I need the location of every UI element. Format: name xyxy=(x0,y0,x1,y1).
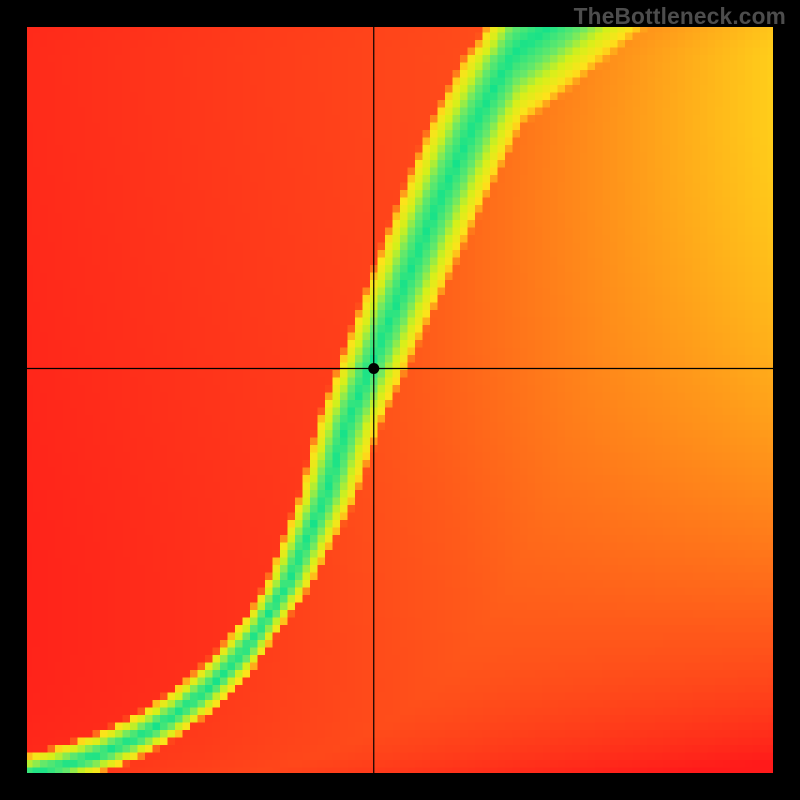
plot-area xyxy=(25,25,775,775)
figure-frame: TheBottleneck.com xyxy=(0,0,800,800)
watermark-text: TheBottleneck.com xyxy=(574,3,786,30)
heatmap-canvas xyxy=(25,25,775,775)
